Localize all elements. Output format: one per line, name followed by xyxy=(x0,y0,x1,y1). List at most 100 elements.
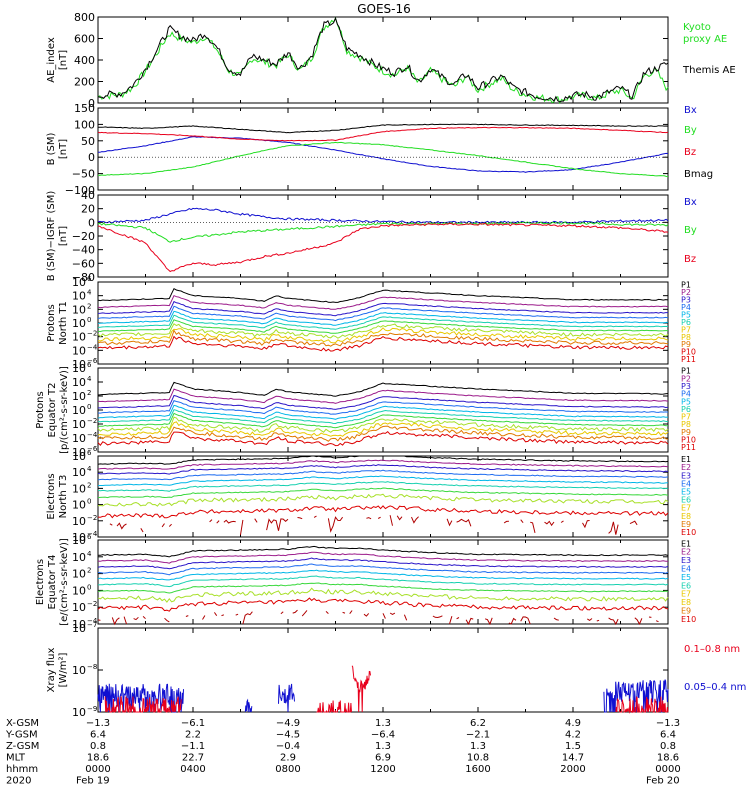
panel-eE-legend-item: E6 xyxy=(681,581,691,590)
panel-eE-series-e10 xyxy=(242,611,253,625)
panel-eN-series-e10 xyxy=(446,518,453,527)
panel-eN-series-e3 xyxy=(97,464,669,475)
panel-eE-ytick-exp: −2 xyxy=(87,600,97,608)
panel-eN-series-e10 xyxy=(608,521,619,535)
panel-eN-series-e2 xyxy=(97,459,669,470)
panel-ae-ylabel: AE_index xyxy=(46,37,57,83)
orbit-row-value: −2.1 xyxy=(466,730,490,741)
panel-eN-series-e10 xyxy=(223,519,236,524)
panel-eE-series-e6 xyxy=(97,575,669,588)
panel-eE-legend-item: E5 xyxy=(681,573,691,582)
orbit-row-value: 4.2 xyxy=(565,730,581,741)
panel-eE-series-e10 xyxy=(484,617,493,626)
panel-eN-legend-item: E8 xyxy=(681,512,691,521)
panel-eN-series-e10 xyxy=(168,523,172,527)
panel-eE-series-e3 xyxy=(97,557,669,570)
panel-eN-series-e10 xyxy=(560,520,564,523)
panel-pE-ytick-exp: −6 xyxy=(87,445,98,453)
panel-bsm-legend-bz: Bz xyxy=(684,147,696,158)
orbit-row-value: −0.4 xyxy=(276,741,300,752)
panel-pN-ylabel: Protons xyxy=(46,304,57,341)
panel-pN-series-p5 xyxy=(97,310,669,326)
panel-bsm-series-bx xyxy=(97,136,669,173)
orbit-row-value: 6.4 xyxy=(90,730,106,741)
orbit-row-value: 1600 xyxy=(465,764,490,775)
orbit-row-value: −4.5 xyxy=(276,730,300,741)
panel-eE-frame xyxy=(97,539,669,625)
panel-pE-ytick-label: 10 xyxy=(72,362,86,375)
panel-bigrf-legend-by: By xyxy=(684,225,697,236)
orbit-row-value: −6.4 xyxy=(371,730,395,741)
panel-bigrf-ytick-label: −40 xyxy=(72,244,95,257)
panel-eE-series-e10 xyxy=(111,617,120,626)
panel-xray-series-0-1-0-8-nm xyxy=(316,700,352,713)
panel-pE-series-p1 xyxy=(97,381,669,397)
panel-xray-legend-short: 0.05–0.4 nm xyxy=(684,682,746,693)
panel-eN-series-e10 xyxy=(366,517,372,520)
panel-pE-ytick-label: 10 xyxy=(72,432,86,445)
orbit-row-value: 18.6 xyxy=(87,753,109,764)
orbit-row-value: 2.9 xyxy=(280,753,296,764)
panel-eN-legend-item: E10 xyxy=(681,528,696,537)
panel-eN-series-e7 xyxy=(97,487,669,499)
panel-eN-series-e10 xyxy=(582,520,590,529)
panel-eE-series-e5 xyxy=(97,569,669,581)
orbit-row-value: −4.9 xyxy=(276,718,300,729)
panel-pN-series-p4 xyxy=(97,305,669,322)
panel-eE-series-e10 xyxy=(449,616,453,625)
orbit-row-value: 0.8 xyxy=(90,741,106,752)
panel-eN-series-e4 xyxy=(97,469,669,481)
panel-eN-series-e9 xyxy=(97,505,669,519)
panel-pN-ytick-exp: 2 xyxy=(87,302,91,310)
panel-bsm-ytick-label: 100 xyxy=(74,118,95,131)
panel-eE-series-e9 xyxy=(97,597,669,612)
panel-eN-legend-item: E1 xyxy=(681,455,691,464)
panel-eN-series-e10 xyxy=(116,522,127,530)
panel-eN-ytick-exp: −2 xyxy=(87,514,97,522)
panel-eE-series-e10 xyxy=(403,614,408,621)
panel-eE-ylabel: [e/(cm²-s-sr-keV)] xyxy=(59,538,70,626)
panel-eE-series-e10 xyxy=(235,613,239,616)
orbit-row-value: 6.4 xyxy=(660,730,676,741)
panel-bsm-legend-bmag: Bmag xyxy=(684,169,713,180)
orbit-row-value: 1200 xyxy=(370,764,395,775)
panel-eE-series-e10 xyxy=(553,617,559,621)
panel-eN-legend-item: E3 xyxy=(681,471,691,480)
orbit-row-value: 14.7 xyxy=(562,753,584,764)
panel-eN-legend-item: E9 xyxy=(681,520,691,529)
panel-pN-legend-item: P6 xyxy=(681,318,691,327)
panel-eE-series-e10 xyxy=(142,616,146,620)
orbit-row-value: 6.2 xyxy=(470,718,486,729)
panel-eE-series-e10 xyxy=(349,610,353,614)
panel-ae-legend-kyoto-proxy-ae: proxy AE xyxy=(683,34,727,45)
panel-pN-ytick-label: 10 xyxy=(72,331,86,344)
panel-ae-ytick-label: 400 xyxy=(74,54,95,67)
orbit-row-label: X-GSM xyxy=(6,718,39,729)
orbit-row-label: hhmm xyxy=(6,764,38,775)
panel-pE-legend-item: P1 xyxy=(681,367,691,376)
panel-eE-series-e10 xyxy=(185,615,189,617)
panel-pN-legend-item: P1 xyxy=(681,281,691,290)
panel-pE-series-p6 xyxy=(97,409,669,425)
panel-pE-ytick-label: 10 xyxy=(72,404,86,417)
panel-eE-ytick-label: 10 xyxy=(72,568,86,581)
panel-bigrf-series-bx xyxy=(97,207,669,224)
panel-eN-series-e10 xyxy=(161,523,165,528)
panel-eE-ytick-label: 10 xyxy=(72,534,86,547)
panel-xray-series-0-1-0-8-nm xyxy=(104,696,182,713)
orbit-row-value: 18.6 xyxy=(657,753,679,764)
orbit-row-value: 1.3 xyxy=(375,718,391,729)
panel-pN-ytick-label: 10 xyxy=(72,344,86,357)
panel-bigrf-ytick-label: −80 xyxy=(72,271,95,284)
orbit-row-label: MLT xyxy=(6,753,26,764)
panel-bsm-ytick-label: 150 xyxy=(74,102,95,115)
panel-xray-ytick-exp: −9 xyxy=(87,705,97,713)
panel-pE-ytick-label: 10 xyxy=(72,446,86,459)
panel-eE-series-e2 xyxy=(97,551,668,564)
panel-pN-legend-item: P5 xyxy=(681,310,691,319)
panel-eE-series-e10 xyxy=(301,610,308,617)
panel-pE-series-p7 xyxy=(98,412,669,429)
panel-pN-legend-item: P3 xyxy=(681,296,691,305)
orbit-row-value: 1.3 xyxy=(470,741,486,752)
